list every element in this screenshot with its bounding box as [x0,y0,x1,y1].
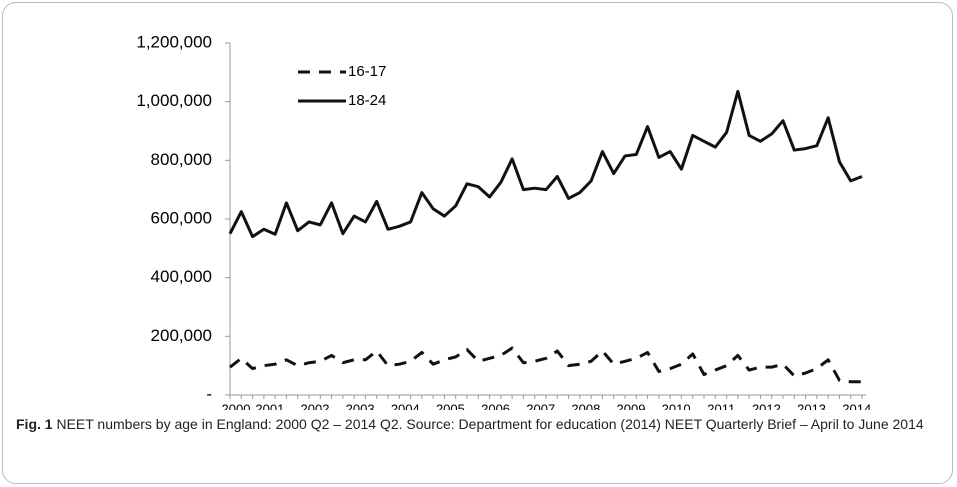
caption: Fig. 1 NEET numbers by age in England: 2… [16,413,936,435]
x-tick-label: 2001 [255,401,284,410]
y-tick-label: - [206,384,212,403]
x-tick-label: 2006 [481,401,510,410]
series-line [229,346,862,384]
x-tick-label: 2004 [391,401,420,410]
x-tick-label: 2014 [842,401,871,410]
y-tick-label: 800,000 [151,150,212,169]
x-tick-label: 2012 [752,401,781,410]
x-tick-label: 2010 [662,401,691,410]
y-tick-label: 600,000 [151,208,212,227]
y-tick-label: 400,000 [151,267,212,286]
x-tick-label: 2011 [707,401,735,410]
y-tick-label: 1,000,000 [136,91,212,110]
x-tick-label: 2009 [617,401,646,410]
x-tick-label: 2003 [346,401,375,410]
caption-text: NEET numbers by age in England: 2000 Q2 … [56,416,924,432]
x-tick-label: 2000 [222,401,251,410]
series-line [228,89,863,239]
x-tick-label: 2008 [571,401,600,410]
y-tick-label: 200,000 [151,326,212,345]
legend-label: 18-24 [348,92,386,109]
caption-label: Fig. 1 [16,416,53,432]
y-tick-label: 1,200,000 [136,32,212,51]
legend-label: 16-17 [348,63,386,80]
x-tick-label: 2005 [436,401,465,410]
x-tick-label: 2013 [797,401,826,410]
chart: - 200,000 400,000 600,000 800,000 1,000,000 1,… [136,32,871,410]
x-tick-label: 2002 [301,401,330,410]
x-tick-label: 2007 [526,401,555,410]
